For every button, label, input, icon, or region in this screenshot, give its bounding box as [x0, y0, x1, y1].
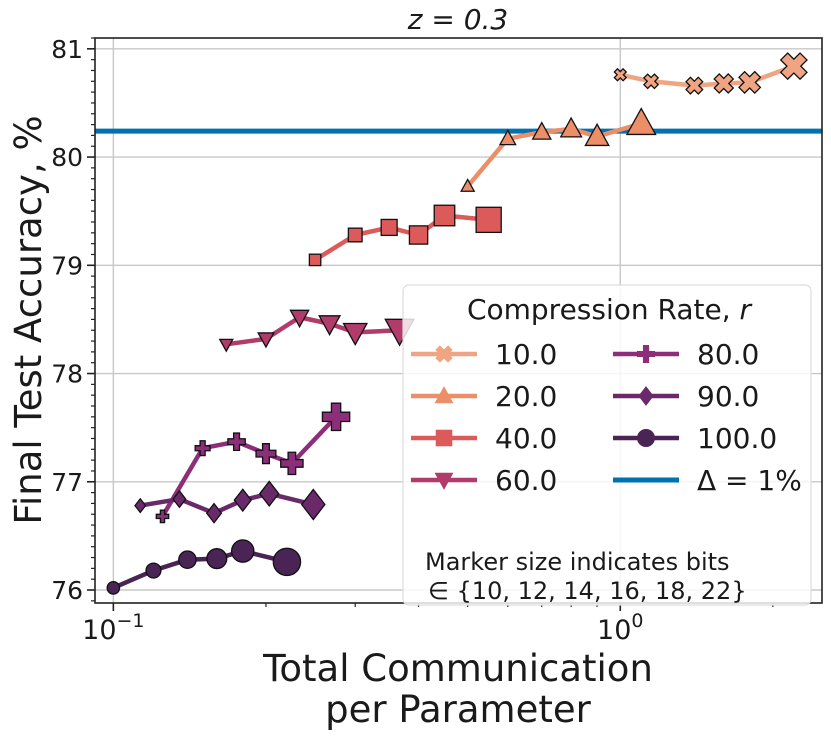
data-point: [145, 562, 162, 579]
series-line: [225, 315, 400, 347]
data-point: [230, 539, 255, 563]
legend-label: 20.0: [495, 380, 557, 413]
series-line: [160, 415, 338, 518]
legend-note-line-2: ∈ {10, 12, 14, 16, 18, 22}: [428, 577, 747, 605]
data-point: [342, 322, 369, 347]
y-axis-label: Final Test Accuracy, %: [7, 115, 50, 524]
legend-label: 90.0: [697, 380, 759, 413]
data-point: [227, 432, 246, 452]
data-point: [172, 489, 187, 509]
data-point: [257, 332, 275, 349]
legend-marker: [637, 345, 655, 363]
legend-label: 100.0: [697, 422, 777, 455]
data-point: [613, 67, 628, 82]
y-tick-label: 78: [51, 360, 83, 389]
legend-marker: [434, 472, 454, 490]
data-point: [155, 509, 170, 524]
y-tick-label: 81: [51, 35, 83, 64]
data-point: [685, 76, 704, 95]
data-point: [531, 121, 552, 140]
legend-label: Δ = 1%: [697, 464, 802, 497]
legend-marker: [637, 429, 655, 447]
legend-entry: 60.0: [411, 464, 557, 497]
legend-title: Compression Rate, r: [467, 293, 753, 326]
chart-title: z = 0.3: [407, 3, 509, 36]
legend-label: 80.0: [697, 338, 759, 371]
x-axis-label-line-1: Total Communication: [262, 647, 653, 690]
data-point: [300, 488, 326, 521]
series-40-0: [308, 204, 502, 267]
legend: Compression Rate, r 10.0 20.0 40.0 60.0 80.0 9…: [402, 284, 812, 606]
legend-note-line-1: Marker size indicates bits: [425, 548, 730, 576]
data-point: [205, 502, 223, 524]
y-tick-label: 80: [51, 143, 83, 172]
data-point: [233, 488, 253, 513]
x-tick-label: 10−1: [82, 610, 144, 646]
data-point: [289, 309, 310, 329]
data-point: [408, 225, 429, 245]
data-point: [347, 227, 363, 243]
data-point: [738, 70, 762, 95]
data-point: [178, 550, 197, 570]
axes: 76 77 78 79 80 81 10−1 100: [51, 35, 774, 646]
legend-entry: Δ = 1%: [613, 464, 802, 497]
data-point: [134, 497, 147, 514]
y-tick-label: 76: [51, 576, 83, 605]
series-60-0: [218, 309, 416, 353]
series-20-0: [460, 107, 657, 192]
data-point: [625, 107, 657, 136]
data-point: [218, 338, 234, 353]
series-80-0: [155, 402, 351, 524]
data-point: [255, 443, 277, 465]
data-point: [280, 451, 304, 476]
data-point: [206, 548, 228, 570]
data-point: [321, 402, 351, 432]
data-point: [460, 178, 476, 192]
series-line: [465, 121, 642, 188]
legend-marker: [435, 345, 453, 363]
data-point: [194, 440, 211, 457]
x-axis-label-line-2: per Parameter: [325, 688, 592, 731]
data-point: [642, 73, 660, 90]
x-tick-label: 100: [597, 610, 643, 646]
data-point: [433, 204, 456, 227]
series-layer: [106, 52, 808, 595]
series-100-0: [106, 539, 302, 595]
series-10-0: [613, 52, 808, 95]
legend-box: [402, 284, 812, 606]
legend-entry: 80.0: [613, 338, 759, 371]
data-point: [559, 116, 583, 138]
data-point: [475, 206, 502, 234]
data-point: [713, 73, 735, 94]
data-point: [498, 129, 517, 146]
data-point: [272, 547, 302, 577]
legend-label: 40.0: [495, 422, 557, 455]
series-90-0: [134, 480, 326, 524]
y-tick-label: 79: [51, 251, 83, 280]
series-line: [112, 548, 288, 590]
data-point: [106, 580, 121, 595]
data-point: [258, 480, 280, 508]
legend-entry: 20.0: [411, 380, 557, 413]
legend-label: 60.0: [495, 464, 557, 497]
data-point: [584, 122, 610, 147]
data-point: [380, 218, 398, 237]
series-line: [313, 213, 489, 262]
data-point: [779, 52, 808, 81]
y-tick-label: 77: [51, 468, 83, 497]
legend-entry: 10.0: [411, 338, 557, 371]
legend-marker: [435, 429, 453, 447]
data-point: [308, 253, 322, 267]
legend-marker: [638, 386, 654, 406]
legend-entry: 90.0: [613, 380, 759, 413]
legend-entry: 100.0: [613, 422, 777, 455]
legend-label: 10.0: [495, 338, 557, 371]
legend-entry: 40.0: [411, 422, 557, 455]
data-point: [318, 315, 342, 337]
legend-marker: [434, 386, 454, 404]
